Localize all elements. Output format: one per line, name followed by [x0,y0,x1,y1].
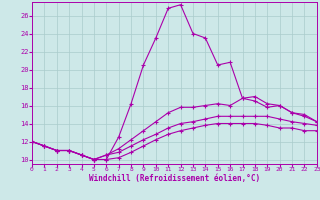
X-axis label: Windchill (Refroidissement éolien,°C): Windchill (Refroidissement éolien,°C) [89,174,260,183]
